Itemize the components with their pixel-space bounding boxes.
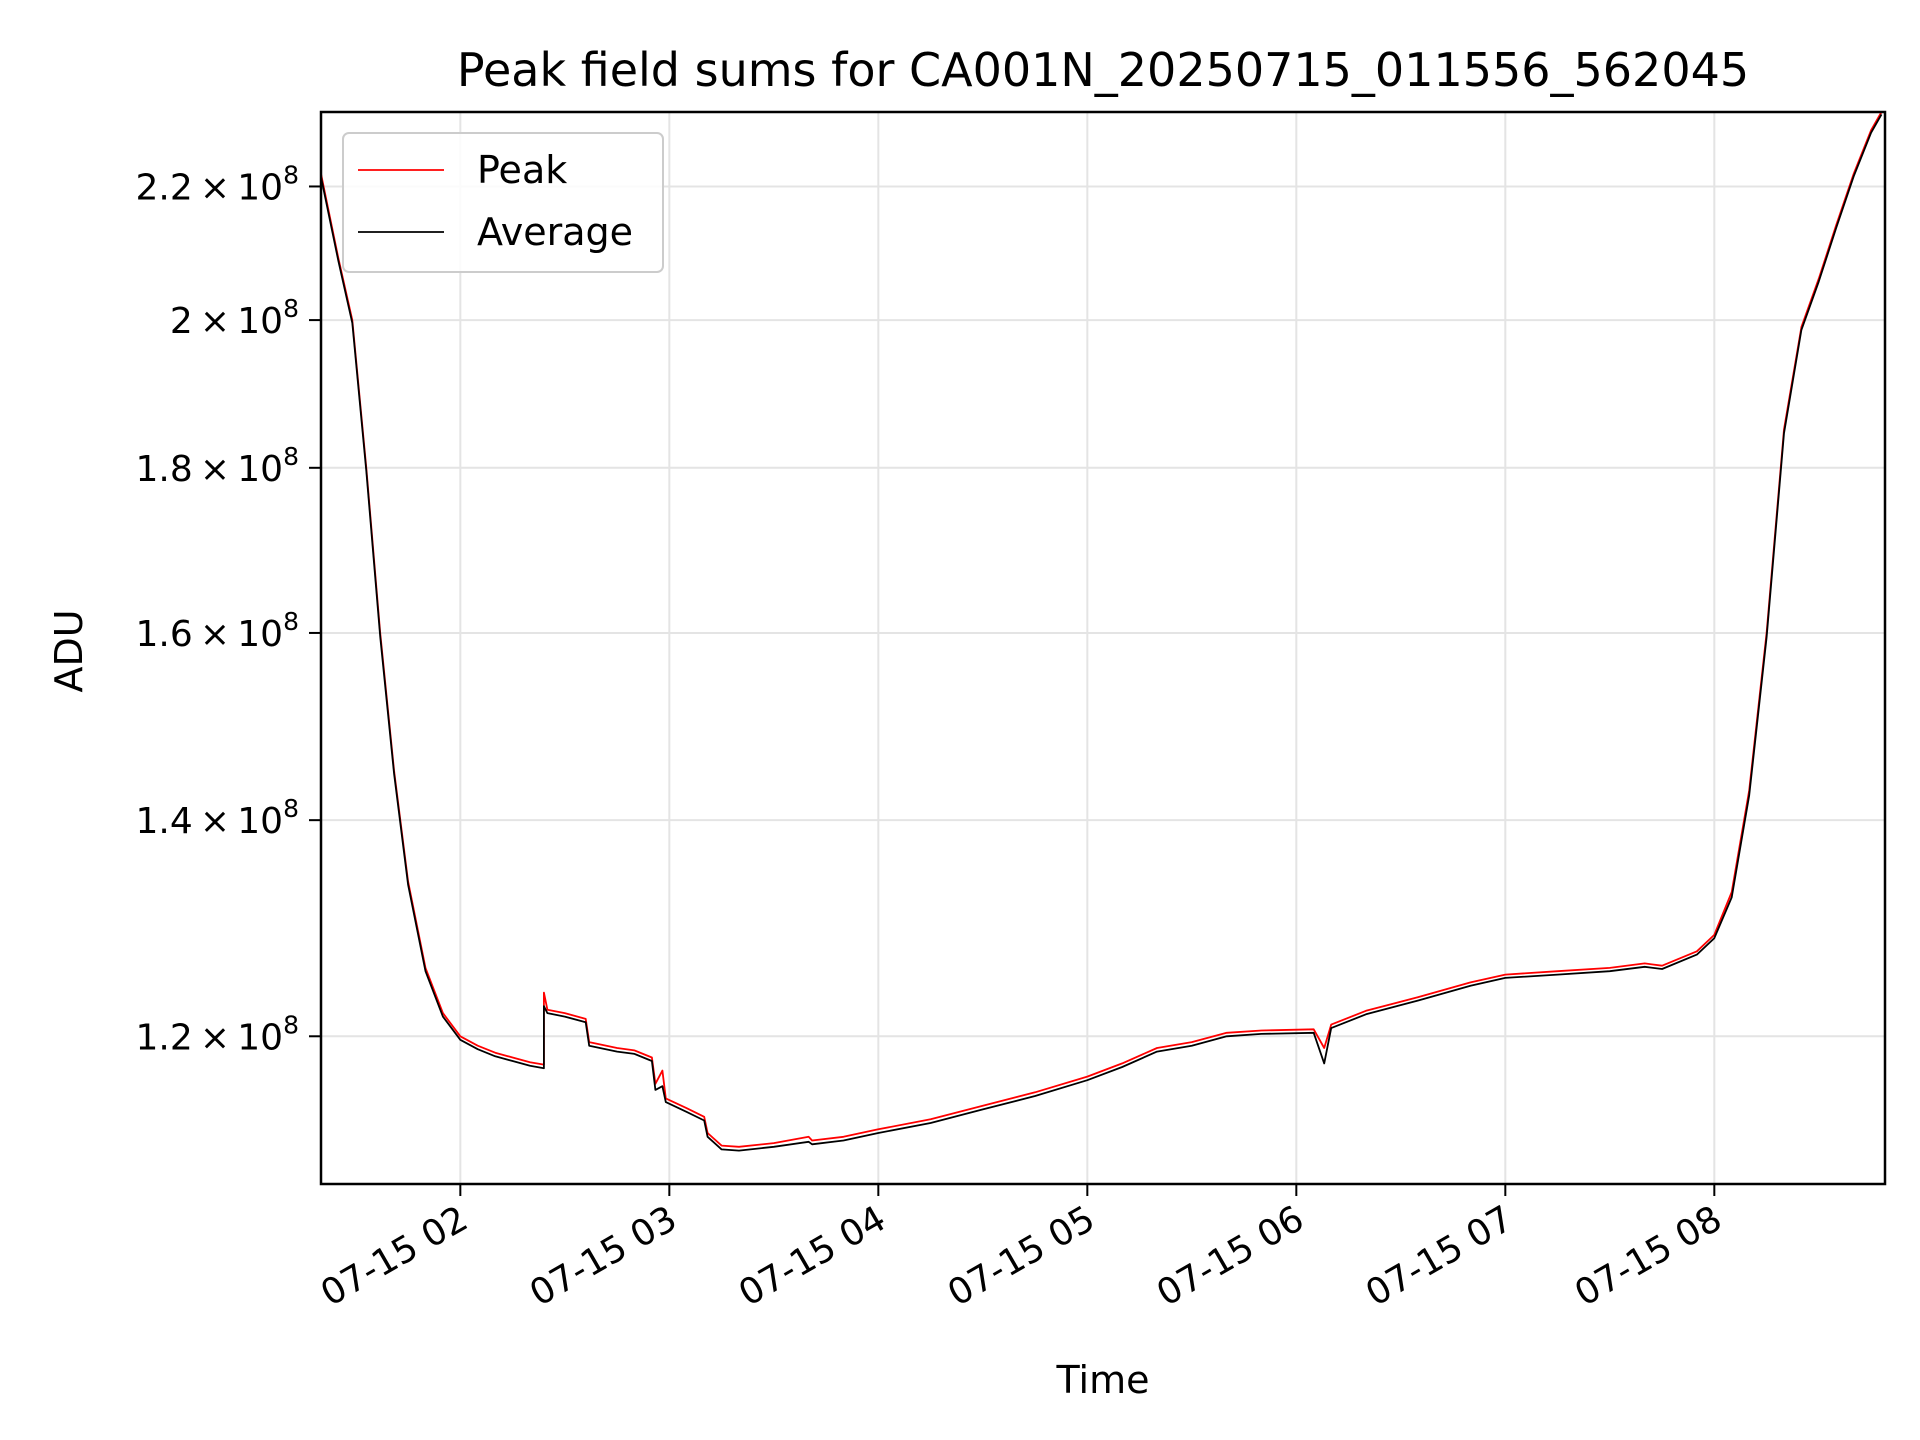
chart-title: Peak field sums for CA001N_20250715_0115… [457, 43, 1749, 97]
legend: Peak Average [342, 132, 664, 273]
series-line-peak [320, 111, 1883, 1148]
y-tick-label: 1.8 × 108 [135, 442, 299, 490]
grid [321, 112, 1885, 1184]
y-axis-label: ADU [47, 609, 91, 692]
x-axis-label: Time [1056, 1358, 1150, 1402]
y-tick-label: 1.2 × 108 [135, 1010, 299, 1058]
plot-frame [319, 110, 1887, 1186]
y-tick-label: 2 × 108 [170, 294, 299, 342]
y-tick-label: 1.4 × 108 [135, 794, 299, 842]
y-axis: 1.2 × 108 1.4 × 108 1.6 × 108 1.8 × 108 2 × … [135, 160, 321, 1058]
legend-label-average: Average [477, 210, 633, 254]
series-line-average [320, 113, 1883, 1152]
y-tick-label: 2.2 × 108 [135, 160, 299, 208]
legend-box [342, 132, 664, 273]
legend-label-peak: Peak [477, 148, 567, 192]
series-layer [320, 111, 1883, 1152]
y-tick-label: 1.6 × 108 [135, 607, 299, 655]
